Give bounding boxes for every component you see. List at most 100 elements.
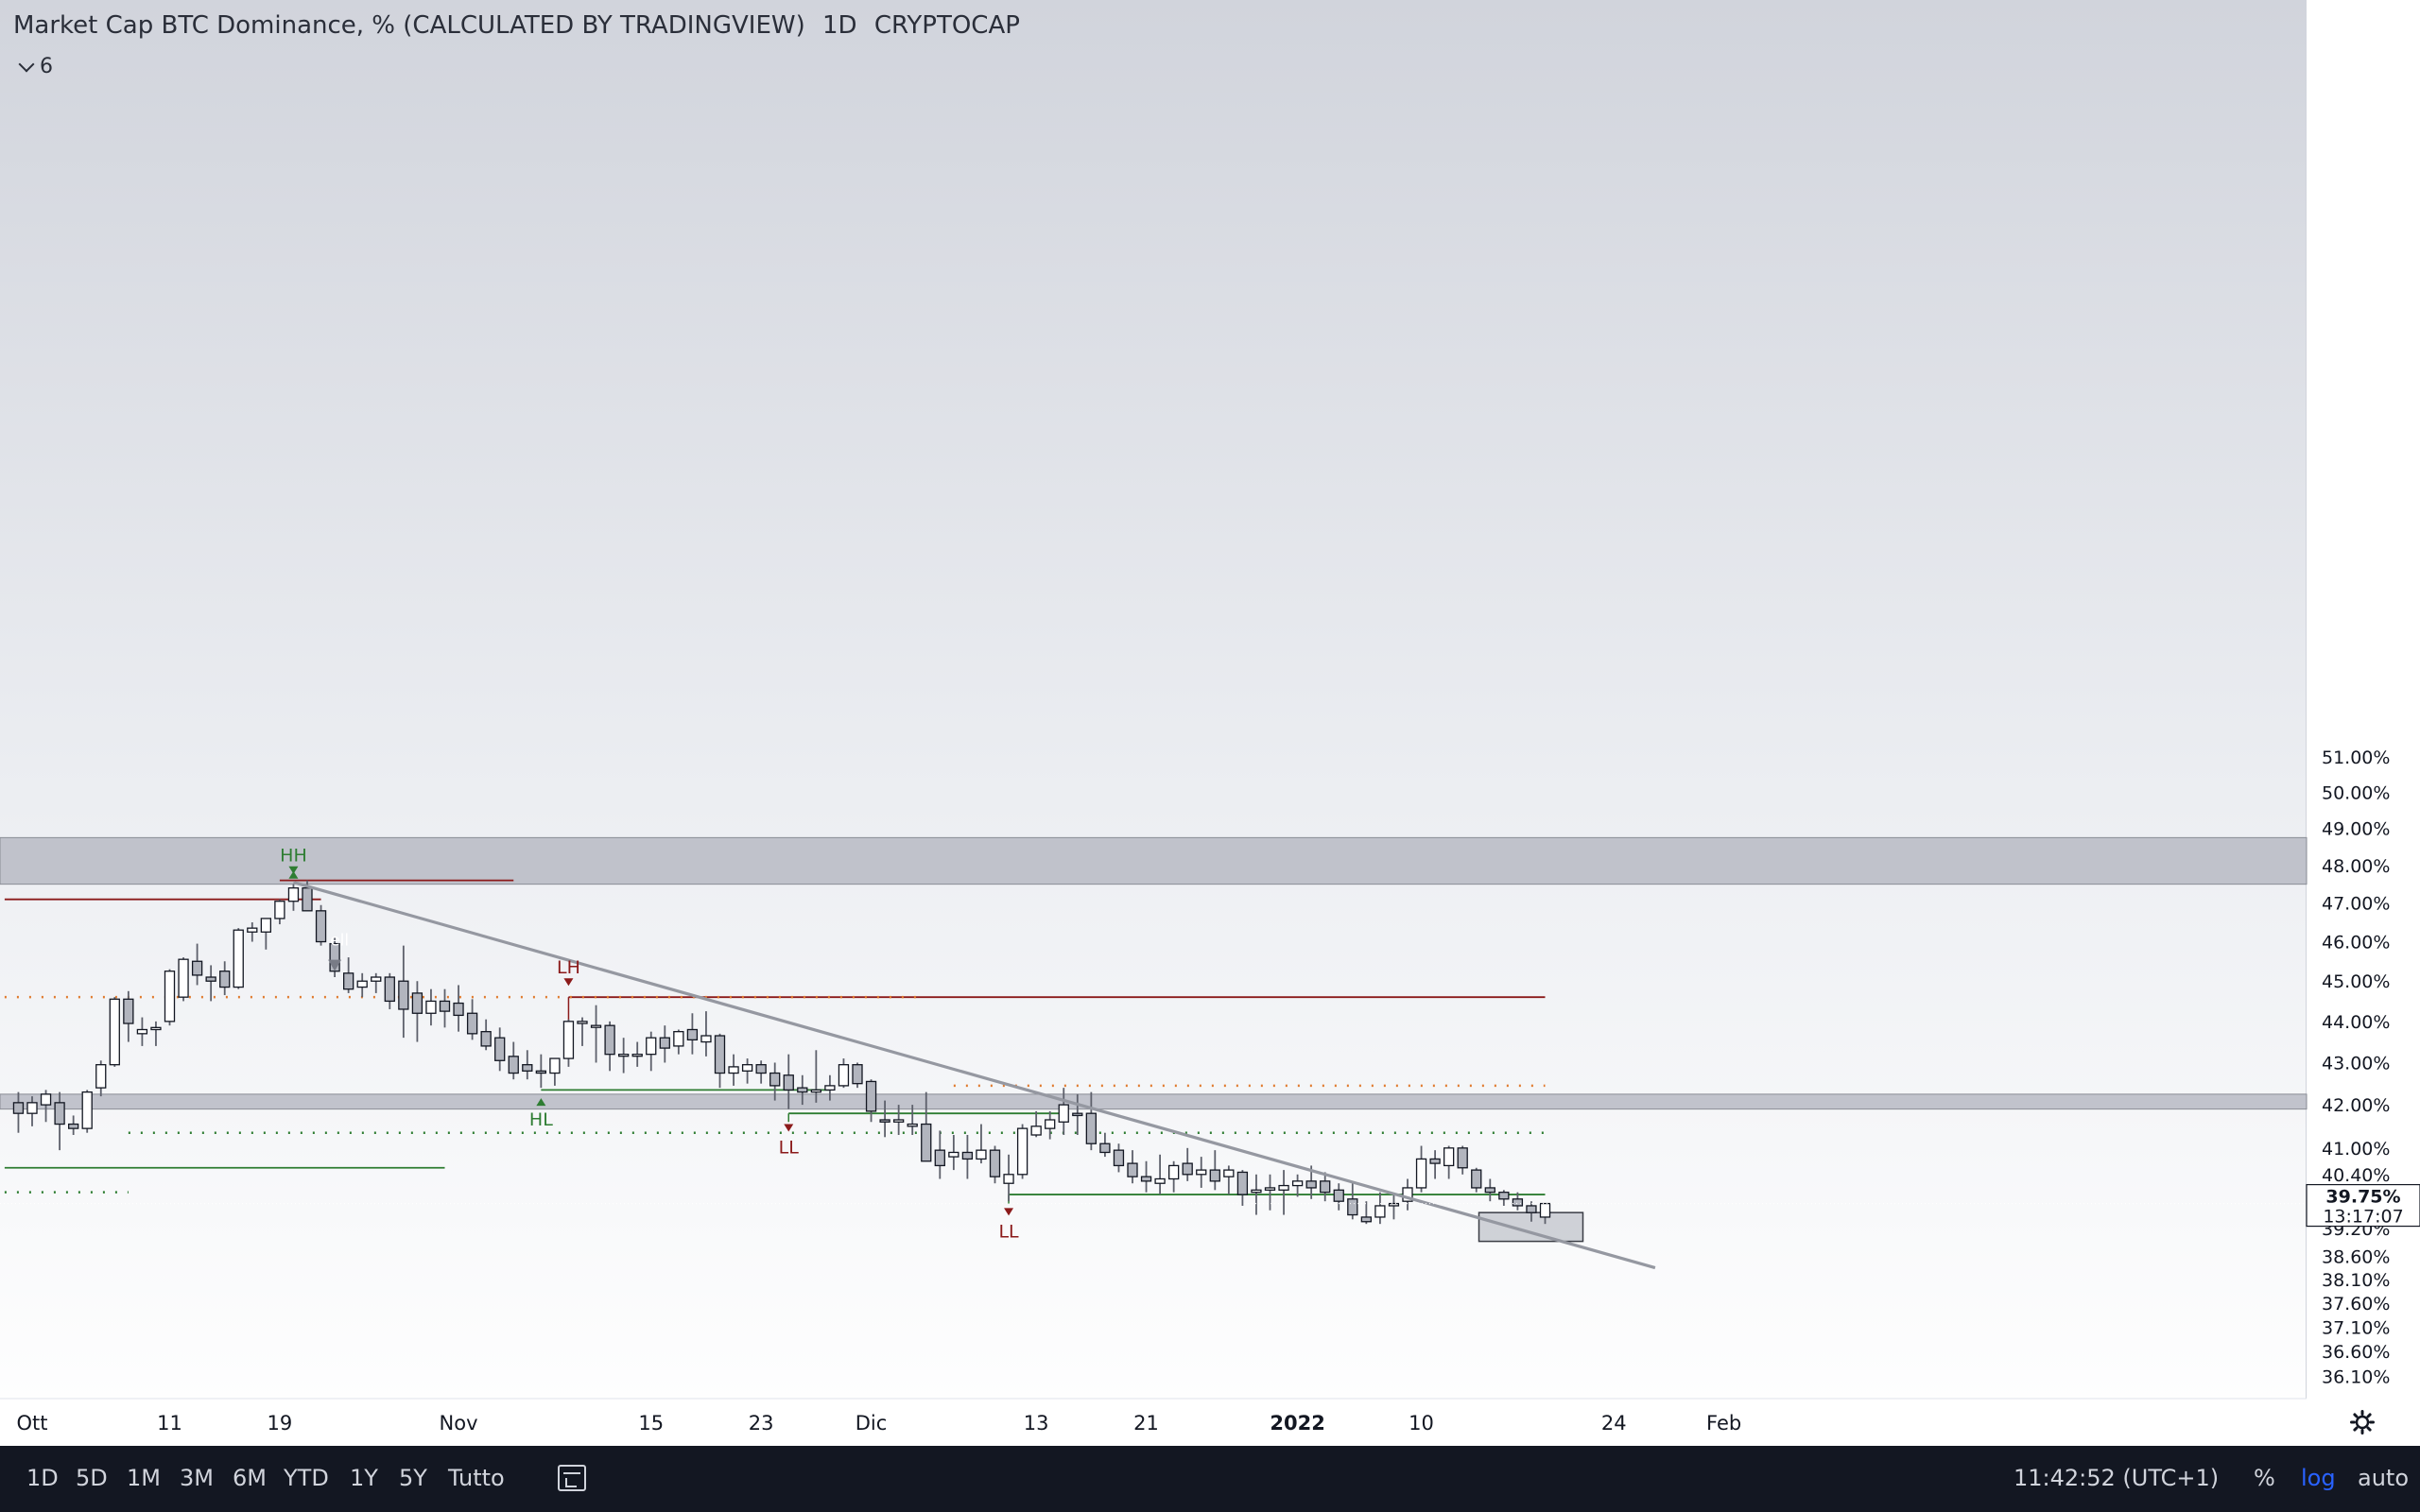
marker-arrow-icon xyxy=(563,978,574,987)
candle xyxy=(1498,1190,1510,1206)
auto-scale-toggle[interactable]: auto xyxy=(2358,1465,2410,1491)
candle-body-down xyxy=(659,1037,670,1049)
range-1y-button[interactable]: 1Y xyxy=(350,1465,378,1491)
candle-body-up xyxy=(1223,1169,1235,1177)
candle xyxy=(824,1074,836,1101)
candle xyxy=(769,1062,781,1101)
y-tick-label: 36.60% xyxy=(2322,1342,2390,1363)
range-5d-button[interactable]: 5D xyxy=(76,1465,108,1491)
y-tick-label: 45.00% xyxy=(2322,971,2390,992)
candle-body-down xyxy=(1072,1112,1083,1117)
log-scale-toggle[interactable]: log xyxy=(2301,1465,2336,1491)
candle-body-down xyxy=(1305,1180,1317,1189)
range-6m-button[interactable]: 6M xyxy=(233,1465,267,1491)
candle-body-up xyxy=(287,887,300,902)
candle xyxy=(109,997,120,1067)
candle-body-up xyxy=(1388,1202,1400,1207)
candle-body-up xyxy=(1291,1180,1304,1187)
marker-label-hh: HH xyxy=(280,846,307,867)
candle xyxy=(921,1091,932,1162)
settings-gear-icon[interactable] xyxy=(2350,1410,2375,1435)
candle-body-up xyxy=(1045,1119,1056,1129)
candle-body-down xyxy=(302,887,313,912)
candle-body-down xyxy=(865,1080,877,1112)
go-to-date-icon[interactable] xyxy=(558,1465,586,1491)
candle-body-down xyxy=(1429,1158,1441,1164)
x-tick-label: Nov xyxy=(440,1412,478,1435)
candle-body-down xyxy=(329,942,340,972)
sell-arrow-icon xyxy=(328,959,342,971)
interval-label[interactable]: 1D xyxy=(822,11,857,40)
candle-body-down xyxy=(1099,1143,1111,1154)
candle-body-down xyxy=(68,1123,79,1129)
y-tick-label: 44.00% xyxy=(2322,1012,2390,1033)
candle xyxy=(81,1090,93,1133)
candle-body-down xyxy=(1484,1187,1495,1194)
candle xyxy=(852,1062,863,1089)
candle xyxy=(646,1031,657,1072)
candle xyxy=(1278,1170,1289,1215)
candle xyxy=(549,1057,561,1086)
range-ytd-button[interactable]: YTD xyxy=(284,1465,329,1491)
candle-body-down xyxy=(604,1024,615,1056)
candle xyxy=(686,1013,699,1055)
candle xyxy=(274,899,285,925)
candle xyxy=(123,990,134,1042)
candle xyxy=(439,988,451,1028)
candle-body-up xyxy=(728,1066,739,1074)
candle xyxy=(1085,1091,1097,1151)
range-3m-button[interactable]: 3M xyxy=(180,1465,214,1491)
candle-body-down xyxy=(384,976,395,1003)
candle-body-down xyxy=(508,1056,519,1074)
candle xyxy=(1291,1174,1304,1197)
candle xyxy=(1457,1145,1468,1175)
candle-body-up xyxy=(907,1123,918,1127)
marker-arrow-icon xyxy=(288,866,299,874)
candle xyxy=(1415,1145,1427,1193)
x-tick-label: 24 xyxy=(1601,1412,1627,1435)
range-5y-button[interactable]: 5Y xyxy=(399,1465,427,1491)
candle xyxy=(260,918,272,950)
candle-body-down xyxy=(1209,1169,1220,1182)
range-1m-button[interactable]: 1M xyxy=(127,1465,161,1491)
indicators-toggle[interactable]: 6 xyxy=(18,55,53,78)
clock-readout[interactable]: 11:42:52 (UTC+1) xyxy=(2014,1465,2220,1491)
candle xyxy=(1127,1150,1138,1184)
countdown-label: 13:17:07 xyxy=(2323,1207,2403,1228)
marker-arrow-icon xyxy=(536,1098,546,1107)
candle xyxy=(178,957,189,1002)
candle-body-down xyxy=(1347,1198,1358,1216)
y-tick-label: 40.40% xyxy=(2322,1165,2390,1186)
marker-label-hl: HL xyxy=(529,1109,553,1130)
indicator-count: 6 xyxy=(40,55,53,78)
y-tick-label: 47.00% xyxy=(2322,894,2390,915)
candle xyxy=(1471,1167,1482,1193)
candle xyxy=(494,1027,506,1072)
candle-body-down xyxy=(797,1087,808,1093)
candle-body-down xyxy=(494,1037,506,1061)
candle xyxy=(838,1058,850,1089)
candle-body-down xyxy=(852,1064,863,1085)
candle-body-up xyxy=(1058,1104,1069,1123)
candle xyxy=(191,943,203,986)
candle xyxy=(315,904,327,946)
candle-body-down xyxy=(398,980,409,1010)
candle-body-up xyxy=(976,1149,987,1160)
x-tick-label: 10 xyxy=(1409,1412,1434,1435)
candle xyxy=(1251,1174,1262,1215)
symbol-title[interactable]: Market Cap BTC Dominance, % (CALCULATED … xyxy=(13,11,805,40)
range-1d-button[interactable]: 1D xyxy=(26,1465,59,1491)
range-all-button[interactable]: Tutto xyxy=(448,1465,505,1491)
candle-body-up xyxy=(1443,1147,1455,1167)
candle xyxy=(590,1005,602,1063)
candle-body-up xyxy=(247,927,258,933)
marker-label-ll: LL xyxy=(998,1221,1019,1242)
y-tick-label: 37.60% xyxy=(2322,1294,2390,1314)
candle-body-up xyxy=(577,1021,588,1024)
percent-scale-toggle[interactable]: % xyxy=(2254,1465,2275,1491)
y-tick-label: 38.60% xyxy=(2322,1246,2390,1267)
candle-body-up xyxy=(150,1026,162,1031)
candle-body-down xyxy=(191,960,203,976)
